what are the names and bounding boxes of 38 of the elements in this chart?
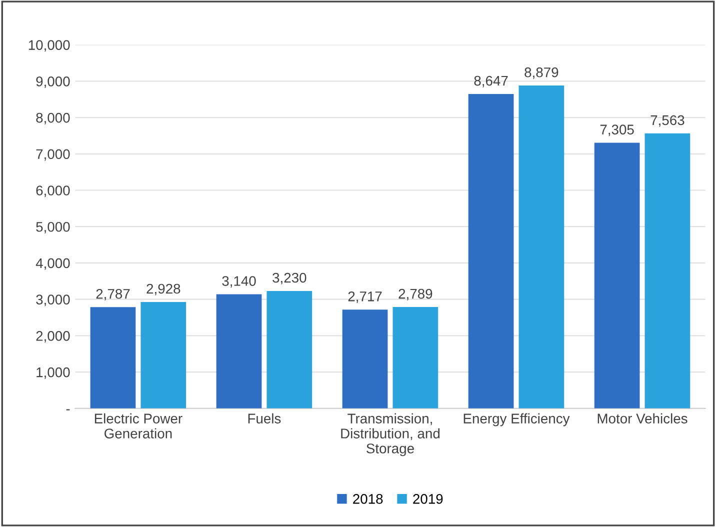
bar	[216, 294, 262, 408]
bar	[468, 94, 514, 408]
data-label: 7,563	[650, 115, 684, 127]
y-tick-label: 8,000	[36, 112, 70, 124]
data-label: 7,305	[600, 124, 634, 136]
x-tick-label: Motor Vehicles	[598, 413, 688, 424]
bar	[342, 310, 388, 408]
x-tick-label: Transmission, Distribution, and Storage	[341, 413, 440, 456]
data-label: 2,787	[96, 288, 130, 300]
data-label: 3,140	[222, 276, 256, 288]
y-tick-label: 1,000	[36, 367, 70, 379]
data-label: 3,230	[272, 272, 306, 284]
bar	[594, 142, 640, 408]
y-tick-label: 4,000	[36, 258, 70, 270]
data-label: 8,879	[524, 67, 558, 79]
data-label: 8,647	[474, 76, 508, 88]
legend-label: 2018	[353, 494, 383, 504]
data-label: 2,928	[146, 284, 180, 296]
bar	[392, 307, 438, 408]
data-label: 2,789	[398, 288, 432, 300]
y-tick-label: 10,000	[28, 40, 70, 52]
x-tick-label: Energy Efficiency	[464, 413, 570, 426]
x-tick-label: Fuels	[248, 413, 281, 424]
bar	[266, 290, 312, 408]
y-tick-label: 5,000	[36, 222, 70, 234]
data-label: 2,717	[348, 291, 382, 303]
bar	[518, 86, 564, 408]
bar	[140, 302, 186, 408]
legend-label: 2019	[413, 494, 443, 504]
y-tick-label: 3,000	[36, 294, 70, 306]
x-tick-label: Electric Power Generation	[94, 413, 182, 438]
bar	[90, 307, 136, 408]
y-tick-label: 6,000	[36, 186, 70, 198]
y-tick-label: -	[66, 409, 70, 410]
y-tick-label: 9,000	[36, 76, 70, 88]
y-tick-label: 7,000	[36, 149, 70, 161]
y-tick-label: 2,000	[36, 331, 70, 343]
bar	[644, 133, 690, 408]
